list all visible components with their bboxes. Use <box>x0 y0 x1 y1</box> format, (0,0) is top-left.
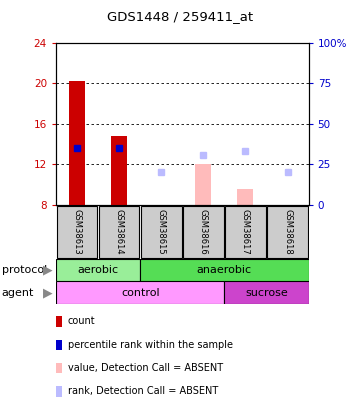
Bar <box>225 281 309 304</box>
Text: count: count <box>68 316 96 326</box>
Text: rank, Detection Call = ABSENT: rank, Detection Call = ABSENT <box>68 386 218 396</box>
Text: ▶: ▶ <box>43 264 52 277</box>
Text: GSM38613: GSM38613 <box>73 209 82 255</box>
Text: ▶: ▶ <box>43 286 52 299</box>
Text: value, Detection Call = ABSENT: value, Detection Call = ABSENT <box>68 363 223 373</box>
Text: agent: agent <box>2 288 34 298</box>
Bar <box>225 206 266 258</box>
Bar <box>141 206 182 258</box>
Bar <box>195 164 211 205</box>
Text: GSM38615: GSM38615 <box>157 209 166 255</box>
Text: percentile rank within the sample: percentile rank within the sample <box>68 340 233 350</box>
Text: sucrose: sucrose <box>245 288 288 298</box>
Text: GDS1448 / 259411_at: GDS1448 / 259411_at <box>108 10 253 23</box>
Bar <box>183 206 224 258</box>
Bar <box>56 281 225 304</box>
Bar <box>69 81 85 205</box>
Bar <box>238 190 253 205</box>
Text: GSM38617: GSM38617 <box>241 209 250 255</box>
Text: control: control <box>121 288 160 298</box>
Text: anaerobic: anaerobic <box>197 265 252 275</box>
Text: protocol: protocol <box>2 265 47 275</box>
Bar <box>140 259 309 281</box>
Text: aerobic: aerobic <box>78 265 119 275</box>
Text: GSM38618: GSM38618 <box>283 209 292 255</box>
Text: GSM38614: GSM38614 <box>115 209 123 255</box>
Bar <box>99 206 139 258</box>
Text: GSM38616: GSM38616 <box>199 209 208 255</box>
Bar <box>267 206 308 258</box>
Bar <box>111 136 127 205</box>
Bar <box>57 206 97 258</box>
Bar <box>56 259 140 281</box>
